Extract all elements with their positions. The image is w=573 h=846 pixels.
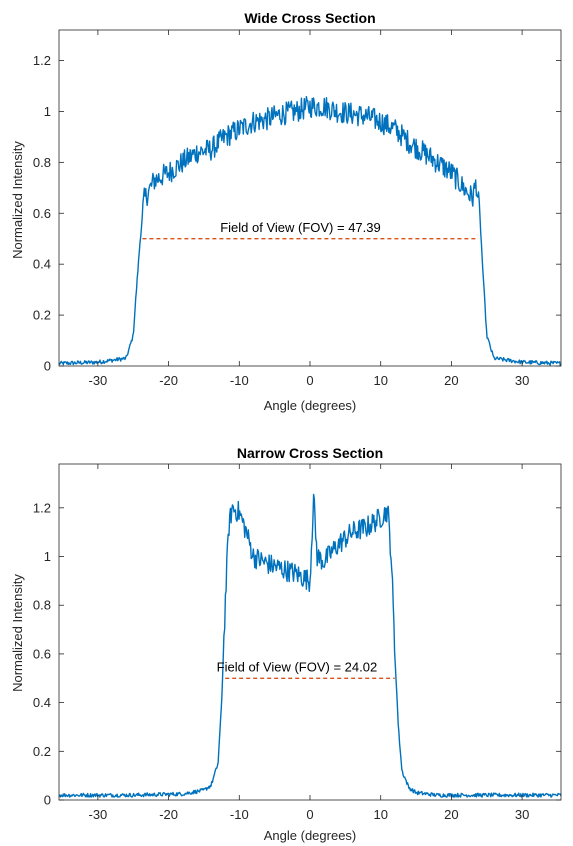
- intensity-series-line: [59, 493, 562, 798]
- wide-cross-section-chart: Wide Cross Section Angle (degrees) Norma…: [10, 10, 562, 413]
- plot-area: -30 -20 -10 0 10 20 30 0 0.2 0.4 0.6 0.8 1 1.2 Field o…: [33, 463, 562, 822]
- y-tick-label: 0.4: [33, 695, 51, 710]
- y-tick-label: 0: [44, 359, 51, 374]
- x-tick-label: 20: [444, 373, 458, 388]
- chart-title: Wide Cross Section: [244, 10, 375, 26]
- y-tick-label: 0.2: [33, 308, 51, 323]
- y-tick-label: 1: [44, 104, 51, 119]
- chart-title: Narrow Cross Section: [237, 445, 383, 461]
- y-tick-label: 1: [44, 549, 51, 564]
- fov-annotation: Field of View (FOV) = 24.02: [217, 660, 378, 675]
- x-tick-label: 10: [373, 373, 387, 388]
- narrow-cross-section-chart: Narrow Cross Section Angle (degrees) Nor…: [10, 445, 562, 843]
- x-tick-label: 20: [444, 807, 458, 822]
- y-tick-label: 1.2: [33, 500, 51, 515]
- y-tick-label: 0.2: [33, 744, 51, 759]
- x-tick-label: 30: [515, 807, 529, 822]
- y-tick-label: 0.6: [33, 206, 51, 221]
- y-tick-label: 0.4: [33, 257, 51, 272]
- y-tick-label: 0.6: [33, 646, 51, 661]
- x-axis-label: Angle (degrees): [264, 828, 357, 843]
- x-tick-label: -10: [230, 807, 249, 822]
- x-tick-label: 0: [306, 373, 313, 388]
- axes-box: [58, 463, 562, 801]
- x-tick-label: 0: [306, 807, 313, 822]
- y-axis-label: Normalized Intensity: [10, 574, 25, 692]
- x-tick-label: -30: [88, 373, 107, 388]
- x-tick-label: 10: [373, 807, 387, 822]
- x-tick-label: -10: [230, 373, 249, 388]
- x-tick-label: 30: [515, 373, 529, 388]
- x-tick-label: -20: [159, 373, 178, 388]
- x-tick-label: -30: [88, 807, 107, 822]
- intensity-series-line: [58, 95, 562, 367]
- x-tick-label: -20: [159, 807, 178, 822]
- y-tick-label: 0.8: [33, 155, 51, 170]
- y-axis-label: Normalized Intensity: [10, 141, 25, 259]
- y-tick-label: 1.2: [33, 53, 51, 68]
- y-tick-label: 0: [44, 793, 51, 808]
- x-axis-label: Angle (degrees): [264, 398, 357, 413]
- y-tick-label: 0.8: [33, 598, 51, 613]
- plot-area: -30 -20 -10 0 10 20 30 0 0.2 0.4 0.6 0.8 1 1.2 Field o…: [33, 29, 562, 388]
- fov-annotation: Field of View (FOV) = 47.39: [220, 220, 381, 235]
